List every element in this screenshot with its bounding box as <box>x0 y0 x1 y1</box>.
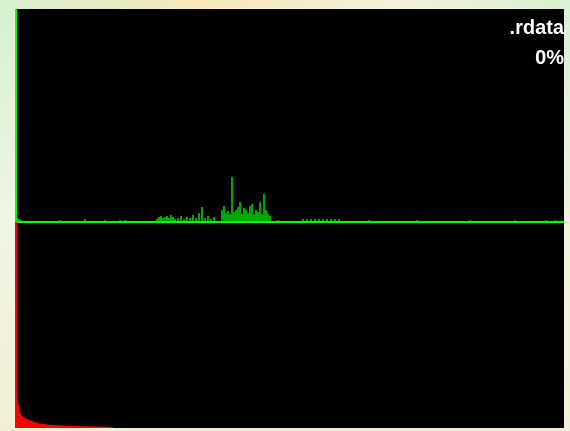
section-name-label: .rdata <box>509 17 564 39</box>
background-decoration-left <box>0 0 14 431</box>
background-decoration-top <box>0 0 570 9</box>
byte-distribution-graph <box>15 222 115 428</box>
background-decoration-bottom <box>0 426 570 431</box>
background-decoration-right <box>560 0 570 431</box>
section-graph-panel: .rdata 0% <box>15 9 564 428</box>
entropy-graph <box>15 9 564 223</box>
byte-distribution-area <box>17 389 115 428</box>
section-graph-canvas <box>15 9 564 428</box>
section-percent-label: 0% <box>535 47 564 69</box>
